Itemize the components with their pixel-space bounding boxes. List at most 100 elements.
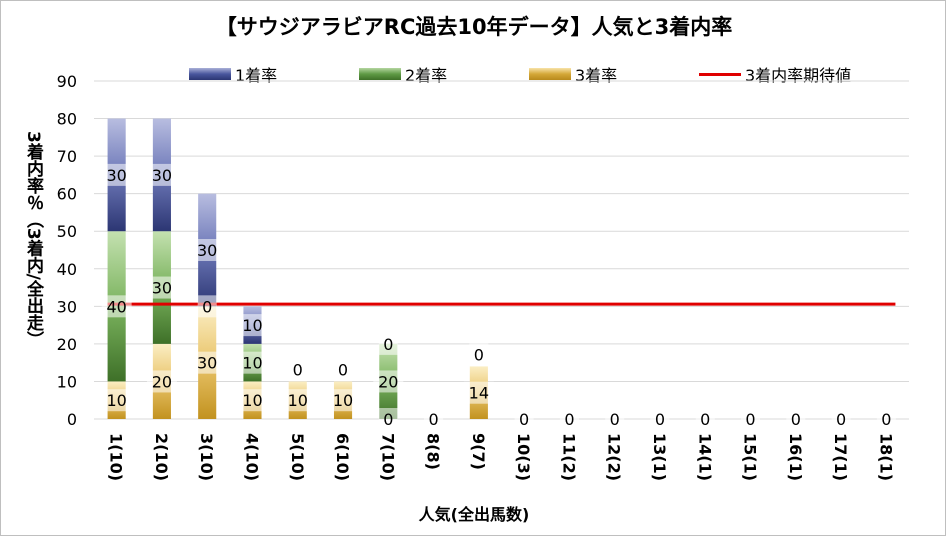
data-label: 0 [791,410,801,429]
data-label: 10 [288,391,308,410]
data-labels: 10 40 30 20 30 30 30 0 30 10 10 10 10 0 10 0 0 20 0 0 14 0 0 0 0… [101,163,896,430]
x-tick-label: 3(10) [197,433,216,481]
y-axis-label: 3着内率％（3着内/全出走） [23,131,43,348]
data-label: 0 [428,410,438,429]
y-tick-label: 60 [57,185,77,204]
x-tick-labels: 1(10) 2(10) 3(10) 4(10) 5(10) 6(10) 7(10) 8(8) 9… [107,433,896,481]
y-tick-label: 10 [57,372,77,391]
data-label-bg [101,295,132,318]
data-label: 0 [655,410,665,429]
data-label-bg [378,332,398,355]
y-tick-label: 50 [57,222,77,241]
data-label-bg [741,408,761,430]
data-label-bg [605,408,625,430]
data-label: 40 [106,297,126,316]
data-label-bg [373,370,404,393]
y-tick-label: 0 [67,410,77,429]
y-tick-label: 40 [57,260,77,279]
legend: 1着率 2着率 3着率 3着内率期待値 [181,63,901,85]
x-tick-label: 6(10) [333,433,352,481]
data-label: 10 [333,391,353,410]
x-tick-label: 13(1) [650,433,669,481]
chart-title: 【サウジアラビアRC過去10年データ】人気と3着内率 [215,15,733,39]
data-label: 0 [383,410,393,429]
data-label-bg [101,389,132,412]
data-label-bg [469,343,489,366]
data-label-bg [463,381,494,404]
data-label: 0 [293,360,303,379]
data-label: 0 [700,410,710,429]
x-tick-label: 2(10) [152,433,171,481]
data-label-bg [328,389,359,412]
data-label-bg [192,239,223,261]
data-label-bg [831,408,851,430]
data-label: 0 [474,345,484,364]
data-label: 0 [202,297,212,316]
data-label-bg [514,408,534,430]
data-label: 0 [564,410,574,429]
data-label-bg [786,408,806,430]
legend-item-1st: 1着率 [189,63,277,85]
data-label-bg [559,408,579,430]
x-tick-label: 17(1) [831,433,850,481]
data-label-bg [146,370,177,393]
data-label: 10 [242,316,262,335]
data-label-bg [146,276,177,299]
legend-swatch-2nd [359,68,401,80]
data-label: 30 [152,166,172,185]
legend-item-expected: 3着内率期待値 [699,63,851,85]
legend-label-expected: 3着内率期待値 [745,66,852,85]
x-tick-label: 12(2) [605,433,624,481]
data-label-bg [101,163,132,186]
data-label-bg [424,408,444,430]
x-tick-label: 16(1) [786,433,805,481]
data-label: 10 [242,391,262,410]
data-label-bg [192,351,223,374]
x-tick-label: 10(3) [514,433,533,481]
y-tick-label: 20 [57,335,77,354]
data-label-bg [282,389,313,412]
data-label-bg [378,408,398,430]
x-tick-label: 8(8) [424,433,443,470]
gridlines [94,80,909,420]
data-label-bg [288,358,308,381]
y-tick-label: 70 [57,147,77,166]
data-label: 10 [106,391,126,410]
legend-line-expected [699,72,741,76]
data-label-bg [146,163,177,186]
x-tick-label: 9(7) [469,433,488,470]
x-axis-label: 人気(全出馬数) [418,505,530,524]
data-label: 10 [242,354,262,373]
legend-label-3rd: 3着率 [575,66,618,85]
data-label-bg [197,295,217,318]
legend-swatch-3rd [529,68,571,80]
data-label: 0 [338,360,348,379]
data-label: 14 [469,384,489,403]
x-tick-label: 5(10) [288,433,307,481]
y-tick-label: 30 [57,297,77,316]
data-label-bg [650,408,670,430]
data-label: 30 [197,241,217,260]
legend-item-2nd: 2着率 [359,63,447,85]
data-label: 0 [610,410,620,429]
data-label-bg [237,314,268,337]
x-tick-label: 18(1) [876,433,895,481]
x-tick-label: 14(1) [695,433,714,481]
y-tick-label: 80 [57,110,77,129]
x-tick-label: 15(1) [741,433,760,481]
legend-label-2nd: 2着率 [405,66,448,85]
x-tick-label: 1(10) [107,433,126,481]
data-label: 0 [881,410,891,429]
data-label: 30 [106,166,126,185]
data-label-bg [876,408,896,430]
data-label: 0 [383,335,393,354]
data-label: 30 [197,354,217,373]
data-label-bg [333,358,353,381]
legend-label-1st: 1着率 [235,66,278,85]
data-label-bg [237,389,268,412]
data-label: 0 [745,410,755,429]
data-label-bg [237,351,268,374]
y-tick-labels: 0 10 20 30 40 50 60 70 80 90 [57,72,77,429]
